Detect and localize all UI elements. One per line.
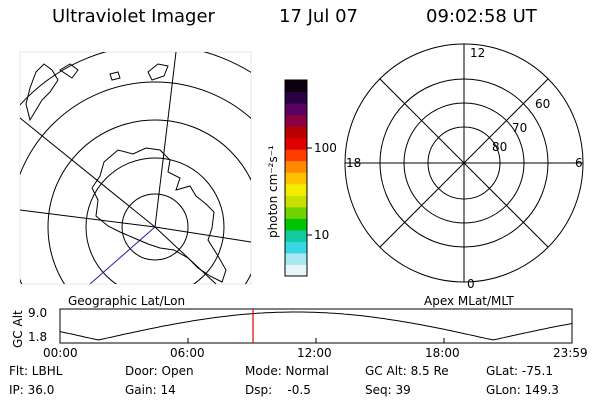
colorbar-segment [285, 195, 307, 208]
time-label: 09:02:58 UT [426, 6, 537, 27]
colorbar-segment [285, 126, 307, 139]
island-coastline [147, 63, 169, 81]
colorbar-segment [285, 218, 307, 231]
instrument-title: Ultraviolet Imager [52, 6, 215, 27]
colorbar-frame [284, 79, 308, 277]
geo-lat-circle [47, 119, 251, 284]
altitude-xtick-label: 00:00 [43, 346, 78, 360]
door-status: Door: Open [125, 364, 194, 378]
geographic-panel-label: Geographic Lat/Lon [68, 294, 186, 308]
altitude-curve [59, 311, 573, 341]
altitude-xtick-label: 18:00 [425, 346, 460, 360]
colorbar-segment [285, 103, 307, 116]
colorbar-segment [285, 80, 307, 93]
gain-status: Gain: 14 [125, 383, 176, 397]
altitude-xtick-label: 06:00 [170, 346, 205, 360]
mlat-label-60: 60 [535, 97, 551, 111]
mlt-line-diagonal [379, 78, 549, 248]
seq-status: Seq: 39 [365, 383, 411, 397]
mlt-label-0: 0 [467, 277, 475, 291]
geo-lat-circle [20, 81, 251, 284]
colorbar-tick-label: 100 [314, 141, 337, 155]
gc-alt-status: GC Alt: 8.5 Re [365, 364, 449, 378]
mlt-label-18: 18 [346, 156, 362, 170]
geo-lat-circle [121, 193, 189, 261]
magnetic-panel-label: Apex MLat/MLT [424, 294, 514, 308]
colorbar-segment [285, 252, 307, 265]
altitude-xtick-label: 12:00 [297, 346, 332, 360]
altitude-ytick-label: 1.8 [28, 330, 48, 344]
glon-status: GLon: 149.3 [486, 383, 559, 397]
mlat-label-80: 80 [492, 140, 508, 154]
colorbar-segment [285, 91, 307, 104]
altitude-plot-frame [59, 308, 573, 344]
mlt-label-12: 12 [470, 46, 486, 60]
colorbar-segment [285, 206, 307, 219]
colorbar-segment [285, 172, 307, 185]
dsp-status: Dsp: -0.5 [245, 383, 311, 397]
colorbar-segment [285, 114, 307, 127]
mlt-label-6: 6 [575, 156, 583, 170]
date-label: 17 Jul 07 [279, 6, 358, 27]
colorbar-segment [285, 137, 307, 150]
geo-lat-circle [85, 157, 225, 284]
geo-meridian-highlight [89, 226, 156, 284]
colorbar-segment [285, 160, 307, 173]
colorbar-segment [285, 229, 307, 242]
island-coastline [59, 63, 79, 79]
mlat-label-70: 70 [512, 121, 528, 135]
mode-status: Mode: Normal [245, 364, 329, 378]
filter-status: Flt: LBHL [9, 364, 63, 378]
geo-meridian [20, 209, 156, 228]
colorbar-segment [285, 264, 307, 277]
altitude-axis-label: GC Alt [11, 310, 25, 348]
geo-meridian [20, 117, 156, 228]
continent-coastline [25, 63, 59, 122]
geo-meridian [154, 226, 251, 243]
colorbar-segment [285, 241, 307, 254]
altitude-ytick-label: 9.0 [28, 306, 48, 320]
colorbar-tick-label: 10 [314, 228, 330, 242]
colorbar-segment [285, 183, 307, 196]
altitude-xtick-label: 23:59 [553, 346, 588, 360]
ip-status: IP: 36.0 [9, 383, 55, 397]
colorbar-segment [285, 149, 307, 162]
antarctica-coastline [91, 147, 227, 283]
island-coastline [109, 71, 121, 81]
geo-meridian [154, 52, 177, 228]
glat-status: GLat: -75.1 [486, 364, 553, 378]
geo-meridian [154, 226, 217, 284]
